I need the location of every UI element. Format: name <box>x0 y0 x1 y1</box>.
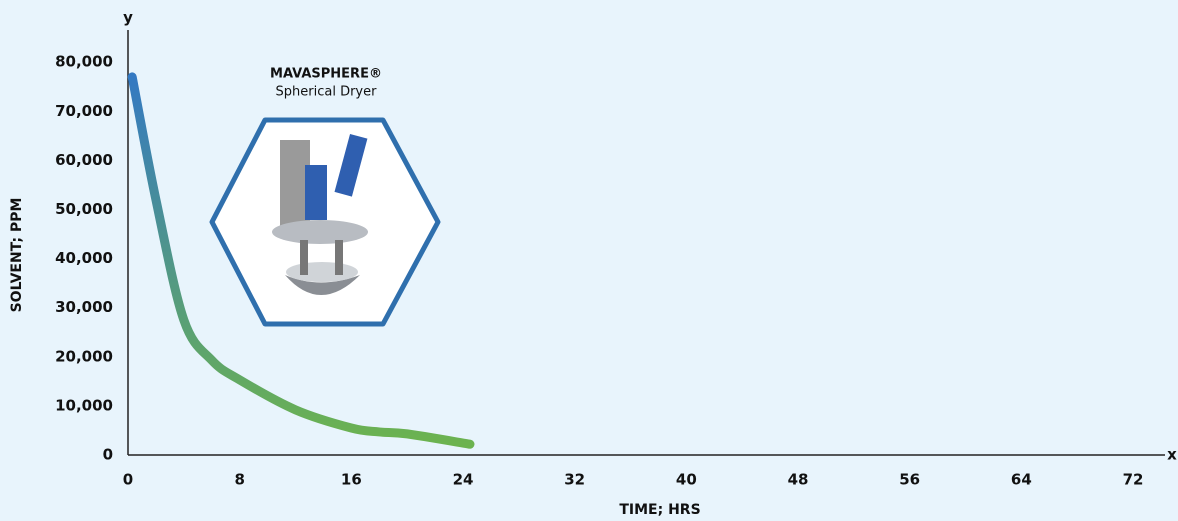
x-tick-label: 16 <box>341 471 362 489</box>
y-tick-label: 70,000 <box>55 102 113 120</box>
x-tick-label: 0 <box>123 471 133 489</box>
y-tick-label: 30,000 <box>55 298 113 316</box>
x-tick-label: 40 <box>676 471 697 489</box>
page: y x TIME; HRS SOLVENT; PPM MAVASPHERE® S… <box>0 0 1178 521</box>
y-tick-label: 60,000 <box>55 151 113 169</box>
y-tick-label: 80,000 <box>55 53 113 71</box>
y-tick-label: 10,000 <box>55 396 113 414</box>
y-tick-label: 20,000 <box>55 347 113 365</box>
y-tick-label: 50,000 <box>55 200 113 218</box>
x-tick-label: 72 <box>1123 471 1144 489</box>
annotation-title: MAVASPHERE® <box>270 67 382 82</box>
x-tick-label: 32 <box>564 471 585 489</box>
chart: y x TIME; HRS SOLVENT; PPM MAVASPHERE® S… <box>0 0 1178 521</box>
x-tick-label: 64 <box>1011 471 1032 489</box>
x-axis-label: TIME; HRS <box>619 502 700 518</box>
background <box>0 0 1178 521</box>
y-tick-label: 0 <box>103 446 113 464</box>
y-tick-label: 40,000 <box>55 249 113 267</box>
y-axis-name: y <box>123 9 133 27</box>
x-tick-label: 24 <box>453 471 474 489</box>
annotation-subtitle: Spherical Dryer <box>276 85 378 100</box>
x-tick-label: 56 <box>899 471 920 489</box>
x-tick-label: 48 <box>788 471 809 489</box>
x-axis-name: x <box>1167 446 1177 464</box>
y-axis-label: SOLVENT; PPM <box>9 198 25 313</box>
x-tick-label: 8 <box>234 471 244 489</box>
